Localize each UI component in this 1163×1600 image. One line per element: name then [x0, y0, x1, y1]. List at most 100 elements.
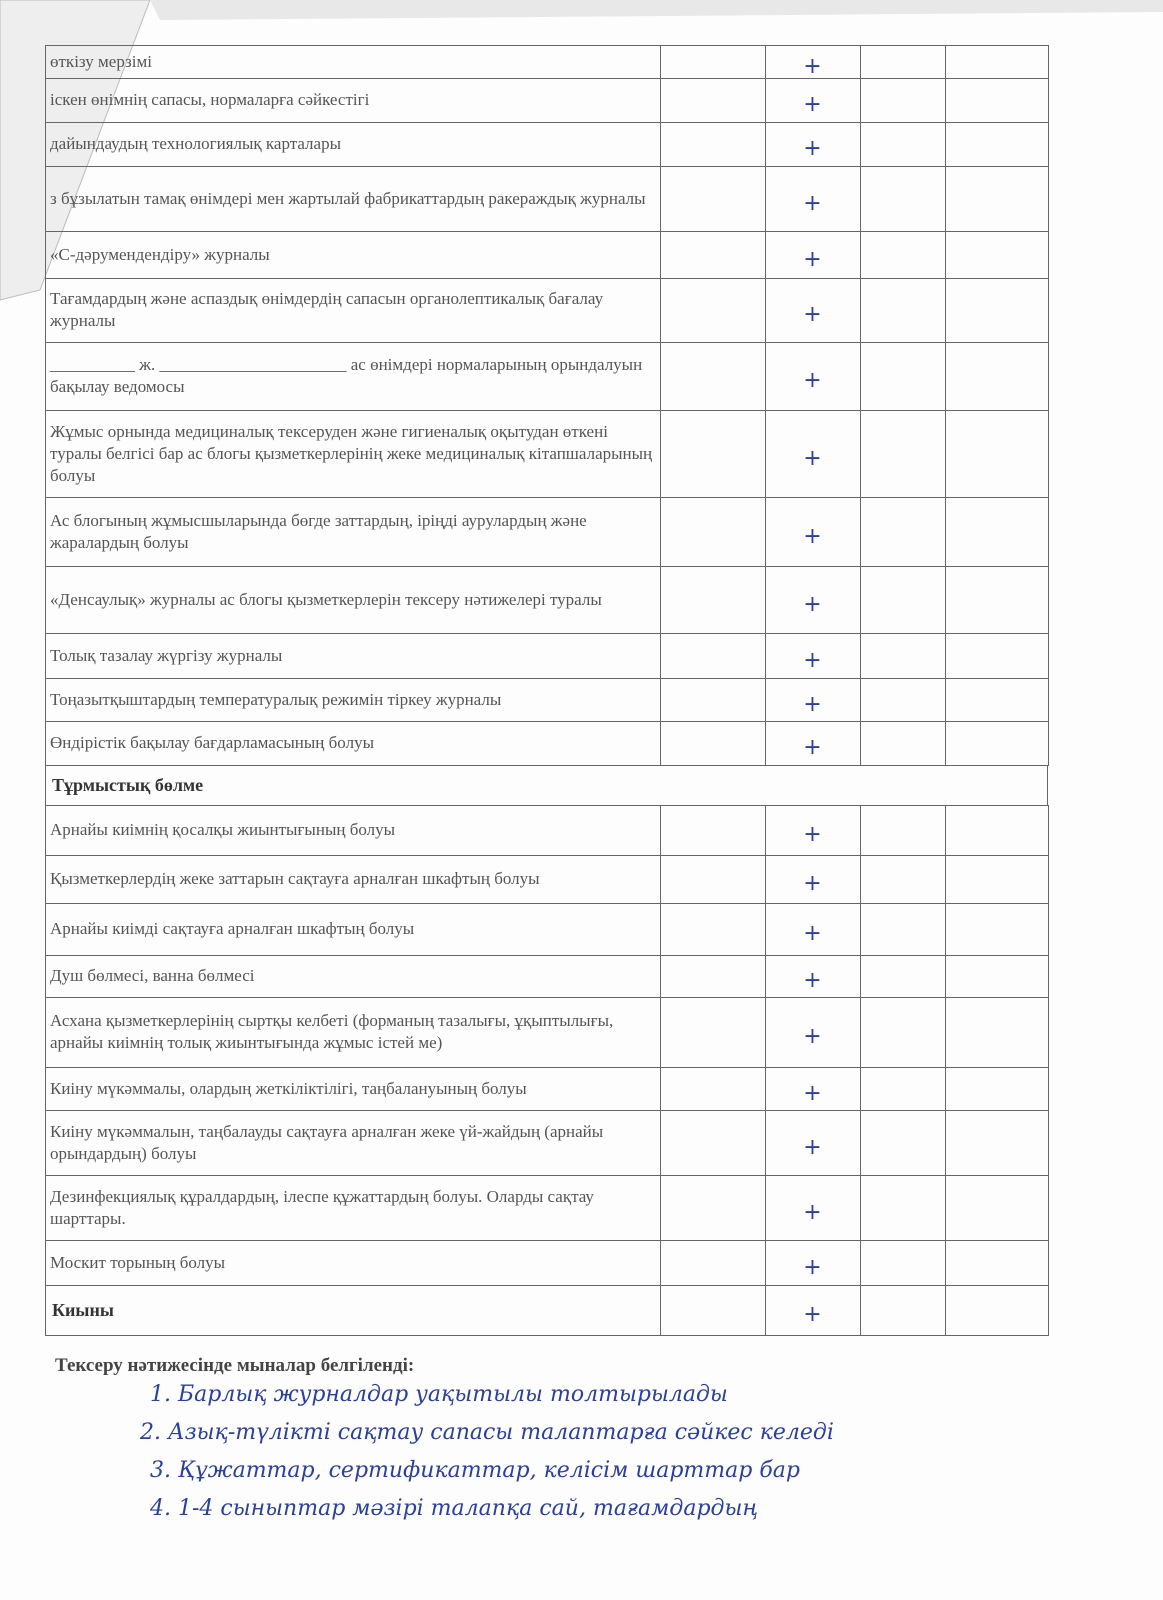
- check-mark: +: [803, 968, 822, 993]
- row-text: өткізу мерзімі: [50, 51, 152, 71]
- row-text: «С-дәрумендендіру» журналы: [50, 244, 270, 264]
- table-cell: [860, 678, 946, 722]
- handwritten-note: 1. Барлық журналдар уақытылы толтырылады: [150, 1382, 728, 1407]
- row-text: Толық тазалау жүргізу журналы: [50, 645, 283, 665]
- table-cell: [660, 166, 766, 232]
- table-cell: [660, 1067, 766, 1111]
- table-cell: [660, 721, 766, 766]
- table-cell: [860, 45, 946, 79]
- table-cell: [945, 997, 1049, 1068]
- row-text: Жұмыс орнында медициналық тексеруден жән…: [50, 421, 653, 485]
- table-cell: [945, 903, 1049, 956]
- table-cell: [860, 955, 946, 998]
- handwritten-note: 3. Құжаттар, сертификаттар, келісім шарт…: [150, 1458, 800, 1483]
- check-mark: +: [803, 1199, 822, 1225]
- row-text: Арнайы киімнің қосалқы жиынтығының болуы: [50, 820, 396, 839]
- table-cell: [860, 342, 946, 411]
- table-cell: [860, 566, 946, 634]
- check-mark: +: [803, 871, 822, 896]
- table-cell: [945, 1110, 1049, 1176]
- check-mark: +: [803, 190, 822, 216]
- table-cell: [660, 1110, 766, 1176]
- table-cell: [945, 45, 1049, 79]
- row-text: Өндірістік бақылау бағдарламасының болуы: [50, 733, 374, 752]
- check-mark: +: [803, 647, 822, 673]
- table-cell: [945, 1067, 1049, 1111]
- check-mark: +: [803, 368, 822, 393]
- section-title: Тұрмыстық бөлме: [52, 775, 204, 795]
- table-cell: [860, 497, 946, 567]
- table-cell: [660, 122, 766, 167]
- check-mark: +: [803, 1302, 822, 1327]
- check-mark: +: [803, 1254, 822, 1280]
- table-cell: [860, 410, 946, 498]
- row-text: Асхана қызметкерлерінің сыртқы келбеті (…: [50, 1011, 614, 1052]
- check-mark: +: [803, 921, 822, 946]
- table-cell: [660, 955, 766, 998]
- table-cell: [945, 855, 1049, 904]
- table-cell: [945, 122, 1049, 167]
- row-text: Киыны: [52, 1300, 114, 1320]
- check-mark: +: [803, 53, 822, 79]
- check-mark: +: [803, 591, 822, 617]
- check-mark: +: [803, 302, 822, 327]
- table-cell: [945, 678, 1049, 722]
- row-text: Ас блогының жұмысшыларында бөгде заттард…: [50, 510, 587, 552]
- table-cell: [945, 410, 1049, 498]
- table-cell: [660, 997, 766, 1068]
- table-cell: [860, 1067, 946, 1111]
- table-cell: [860, 78, 946, 123]
- table-cell: [860, 633, 946, 679]
- table-cell: [660, 1175, 766, 1241]
- table-cell: [945, 78, 1049, 123]
- handwritten-note: 4. 1-4 сыныптар мәзірі талапқа сай, таға…: [150, 1496, 759, 1521]
- row-text: з бұзылатын тамақ өнімдері мен жартылай …: [50, 188, 646, 208]
- row-text: Киіну мүкәммалын, таңбалауды сақтауға ар…: [50, 1121, 604, 1163]
- table-cell: [660, 678, 766, 722]
- check-mark: +: [803, 1024, 822, 1049]
- footer-title: Тексеру нәтижесінде мыналар белгіленді:: [55, 1355, 415, 1376]
- table-cell: [860, 903, 946, 956]
- table-cell: [945, 342, 1049, 411]
- table-cell: [660, 78, 766, 123]
- row-text: Дезинфекциялық құралдардың, ілеспе құжат…: [50, 1186, 594, 1228]
- table-cell: [660, 566, 766, 634]
- row-text: Киіну мүкәммалы, олардың жеткіліктілігі,…: [50, 1078, 527, 1098]
- table-cell: [945, 721, 1049, 766]
- table-cell: [860, 805, 946, 856]
- table-cell: [945, 1240, 1049, 1286]
- row-text: Қызметкерлердің жеке заттарын сақтауға а…: [50, 869, 540, 888]
- check-mark: +: [803, 246, 822, 272]
- table-cell: [660, 903, 766, 956]
- table-cell: [860, 278, 946, 343]
- check-mark: +: [803, 136, 822, 161]
- table-cell: [660, 497, 766, 567]
- check-mark: +: [803, 1080, 822, 1106]
- table-cell: [660, 1285, 766, 1336]
- table-cell: [945, 633, 1049, 679]
- table-cell: [860, 721, 946, 766]
- table-cell: [660, 805, 766, 856]
- row-text: __________ ж. ______________________ ас …: [50, 355, 643, 396]
- table-cell: [660, 633, 766, 679]
- table-cell: [860, 997, 946, 1068]
- table-cell: [945, 1175, 1049, 1241]
- row-text: Тағамдардың және аспаздық өнімдердің сап…: [50, 289, 604, 330]
- table-cell: [660, 410, 766, 498]
- table-cell: [945, 955, 1049, 998]
- check-mark: +: [803, 822, 822, 847]
- row-text: іскен өнімнің сапасы, нормаларға сәйкест…: [50, 90, 370, 109]
- table-cell: [860, 166, 946, 232]
- table-cell: [660, 278, 766, 343]
- table-cell: [860, 1240, 946, 1286]
- row-text: дайындаудың технологиялық карталары: [50, 134, 342, 153]
- check-mark: +: [803, 1134, 822, 1160]
- check-mark: +: [803, 92, 822, 117]
- table-cell: [860, 231, 946, 279]
- table-cell: [860, 1175, 946, 1241]
- check-mark: +: [803, 523, 822, 549]
- row-text: Душ бөлмесі, ванна бөлмесі: [50, 966, 255, 985]
- table-cell: [860, 1285, 946, 1336]
